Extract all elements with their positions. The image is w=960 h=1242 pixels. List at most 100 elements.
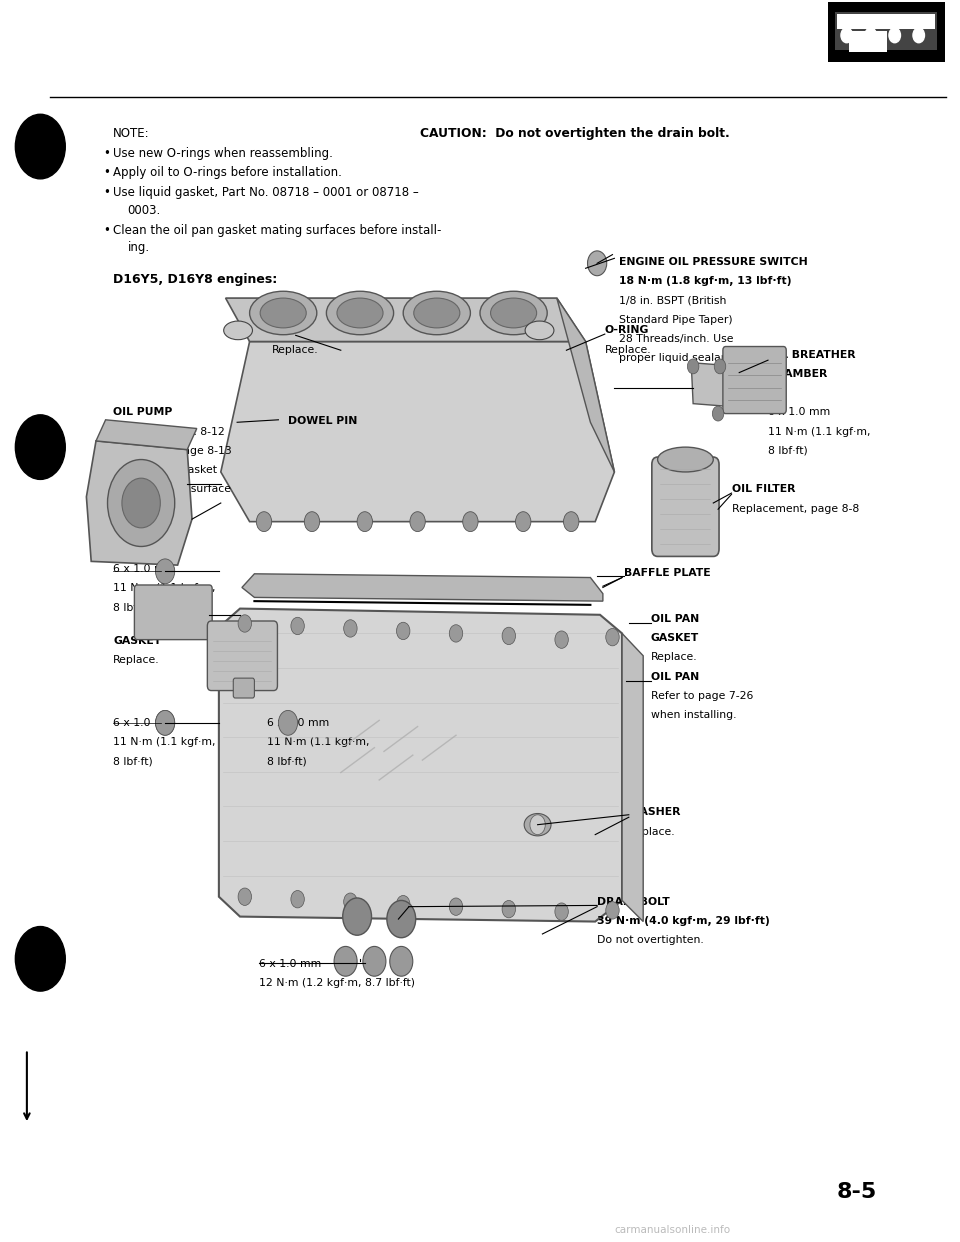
Text: Use new O-rings when reassembling.: Use new O-rings when reassembling. bbox=[113, 147, 333, 159]
Text: 1/8 in. BSPT (British: 1/8 in. BSPT (British bbox=[619, 296, 727, 306]
Text: GASKET: GASKET bbox=[113, 636, 161, 646]
Circle shape bbox=[238, 888, 252, 905]
Ellipse shape bbox=[525, 322, 554, 340]
Text: OIL FILTER: OIL FILTER bbox=[732, 484, 795, 494]
Polygon shape bbox=[622, 633, 643, 922]
Bar bbox=[835, 12, 937, 50]
Circle shape bbox=[291, 891, 304, 908]
Text: DOWEL PIN: DOWEL PIN bbox=[288, 416, 357, 426]
Text: Apply liquid gasket: Apply liquid gasket bbox=[113, 465, 217, 476]
Text: Use liquid gasket, Part No. 08718 – 0001 or 08718 –: Use liquid gasket, Part No. 08718 – 0001… bbox=[113, 186, 419, 199]
Text: 8 lbf·ft): 8 lbf·ft) bbox=[267, 756, 306, 766]
Text: Replace.: Replace. bbox=[273, 344, 319, 355]
Text: OIL PAN: OIL PAN bbox=[651, 672, 699, 682]
Circle shape bbox=[156, 710, 175, 735]
Circle shape bbox=[714, 359, 726, 374]
Text: OIL PAN: OIL PAN bbox=[651, 614, 699, 623]
Text: 8 lbf·ft): 8 lbf·ft) bbox=[113, 756, 153, 766]
Polygon shape bbox=[557, 298, 614, 472]
Circle shape bbox=[841, 27, 852, 42]
Text: Do not overtighten.: Do not overtighten. bbox=[597, 935, 704, 945]
Text: 18 N·m (1.8 kgf·m, 13 lbf·ft): 18 N·m (1.8 kgf·m, 13 lbf·ft) bbox=[619, 276, 792, 287]
Text: 6 x 1.0 mm: 6 x 1.0 mm bbox=[113, 564, 176, 574]
Text: Replacement, page 8-8: Replacement, page 8-8 bbox=[732, 504, 859, 514]
Text: when installing.: when installing. bbox=[651, 710, 736, 720]
Circle shape bbox=[396, 895, 410, 913]
Ellipse shape bbox=[414, 298, 460, 328]
Circle shape bbox=[588, 251, 607, 276]
Circle shape bbox=[889, 27, 900, 42]
Circle shape bbox=[238, 615, 252, 632]
Bar bbox=[828, 2, 945, 62]
Circle shape bbox=[555, 631, 568, 648]
Circle shape bbox=[396, 622, 410, 640]
Text: proper liquid sealant.: proper liquid sealant. bbox=[619, 353, 735, 364]
Text: CHAMBER: CHAMBER bbox=[768, 370, 828, 380]
Polygon shape bbox=[221, 342, 614, 522]
Text: OIL PUMP: OIL PUMP bbox=[113, 407, 173, 417]
Text: Replace.: Replace. bbox=[113, 656, 160, 666]
Ellipse shape bbox=[658, 447, 713, 472]
Circle shape bbox=[410, 512, 425, 532]
FancyBboxPatch shape bbox=[652, 457, 719, 556]
Circle shape bbox=[712, 406, 724, 421]
Circle shape bbox=[463, 512, 478, 532]
Text: Replace.: Replace. bbox=[605, 344, 652, 355]
Polygon shape bbox=[226, 298, 586, 342]
Ellipse shape bbox=[403, 292, 470, 335]
Bar bbox=[849, 31, 887, 52]
Circle shape bbox=[357, 512, 372, 532]
FancyBboxPatch shape bbox=[233, 678, 254, 698]
Circle shape bbox=[390, 946, 413, 976]
Text: 11 N·m (1.1 kgf·m,: 11 N·m (1.1 kgf·m, bbox=[113, 582, 216, 594]
Circle shape bbox=[865, 27, 876, 42]
Circle shape bbox=[502, 900, 516, 918]
Polygon shape bbox=[219, 609, 622, 922]
Circle shape bbox=[15, 415, 65, 479]
Circle shape bbox=[449, 625, 463, 642]
Circle shape bbox=[449, 898, 463, 915]
Circle shape bbox=[387, 900, 416, 938]
Circle shape bbox=[108, 460, 175, 546]
Text: 6 x 1.0 mm: 6 x 1.0 mm bbox=[259, 959, 322, 969]
Circle shape bbox=[291, 617, 304, 635]
Circle shape bbox=[363, 946, 386, 976]
Circle shape bbox=[564, 512, 579, 532]
Text: •: • bbox=[104, 186, 110, 199]
Circle shape bbox=[334, 946, 357, 976]
Text: WASHER: WASHER bbox=[629, 807, 682, 817]
Ellipse shape bbox=[524, 814, 551, 836]
Text: DRAIN BOLT: DRAIN BOLT bbox=[597, 897, 670, 907]
Text: Replace.: Replace. bbox=[651, 652, 698, 662]
Circle shape bbox=[530, 815, 545, 835]
Text: GASKET: GASKET bbox=[651, 633, 699, 643]
Text: 11 N·m (1.1 kgf·m,: 11 N·m (1.1 kgf·m, bbox=[113, 738, 216, 748]
Text: 6 x 1.0 mm: 6 x 1.0 mm bbox=[267, 718, 329, 728]
Circle shape bbox=[278, 710, 298, 735]
Text: SCREEN: SCREEN bbox=[222, 666, 270, 676]
Circle shape bbox=[156, 710, 175, 735]
Ellipse shape bbox=[260, 298, 306, 328]
Polygon shape bbox=[242, 574, 603, 601]
Text: Inspection, page 8-13: Inspection, page 8-13 bbox=[113, 446, 232, 456]
Text: •: • bbox=[104, 147, 110, 159]
Text: BAFFLE PLATE: BAFFLE PLATE bbox=[624, 568, 710, 578]
Circle shape bbox=[256, 512, 272, 532]
Text: 11 N·m (1.1 kgf·m,: 11 N·m (1.1 kgf·m, bbox=[768, 426, 871, 437]
Circle shape bbox=[344, 620, 357, 637]
Text: 6 x 1.0 mm: 6 x 1.0 mm bbox=[113, 718, 176, 728]
Text: Replace.: Replace. bbox=[629, 827, 676, 837]
Text: carmanualsonline.info: carmanualsonline.info bbox=[614, 1225, 730, 1235]
Text: •: • bbox=[104, 166, 110, 179]
Circle shape bbox=[344, 893, 357, 910]
Text: Apply oil to O-rings before installation.: Apply oil to O-rings before installation… bbox=[113, 166, 342, 179]
FancyBboxPatch shape bbox=[723, 347, 786, 414]
Text: D16Y5, D16Y8 engines:: D16Y5, D16Y8 engines: bbox=[113, 273, 277, 286]
Ellipse shape bbox=[337, 298, 383, 328]
Text: 12 N·m (1.2 kgf·m, 8.7 lbf·ft): 12 N·m (1.2 kgf·m, 8.7 lbf·ft) bbox=[259, 979, 416, 989]
Circle shape bbox=[555, 903, 568, 920]
Text: ing.: ing. bbox=[128, 241, 150, 253]
Ellipse shape bbox=[480, 292, 547, 335]
Circle shape bbox=[15, 114, 65, 179]
Text: 28 Threads/inch. Use: 28 Threads/inch. Use bbox=[619, 334, 733, 344]
